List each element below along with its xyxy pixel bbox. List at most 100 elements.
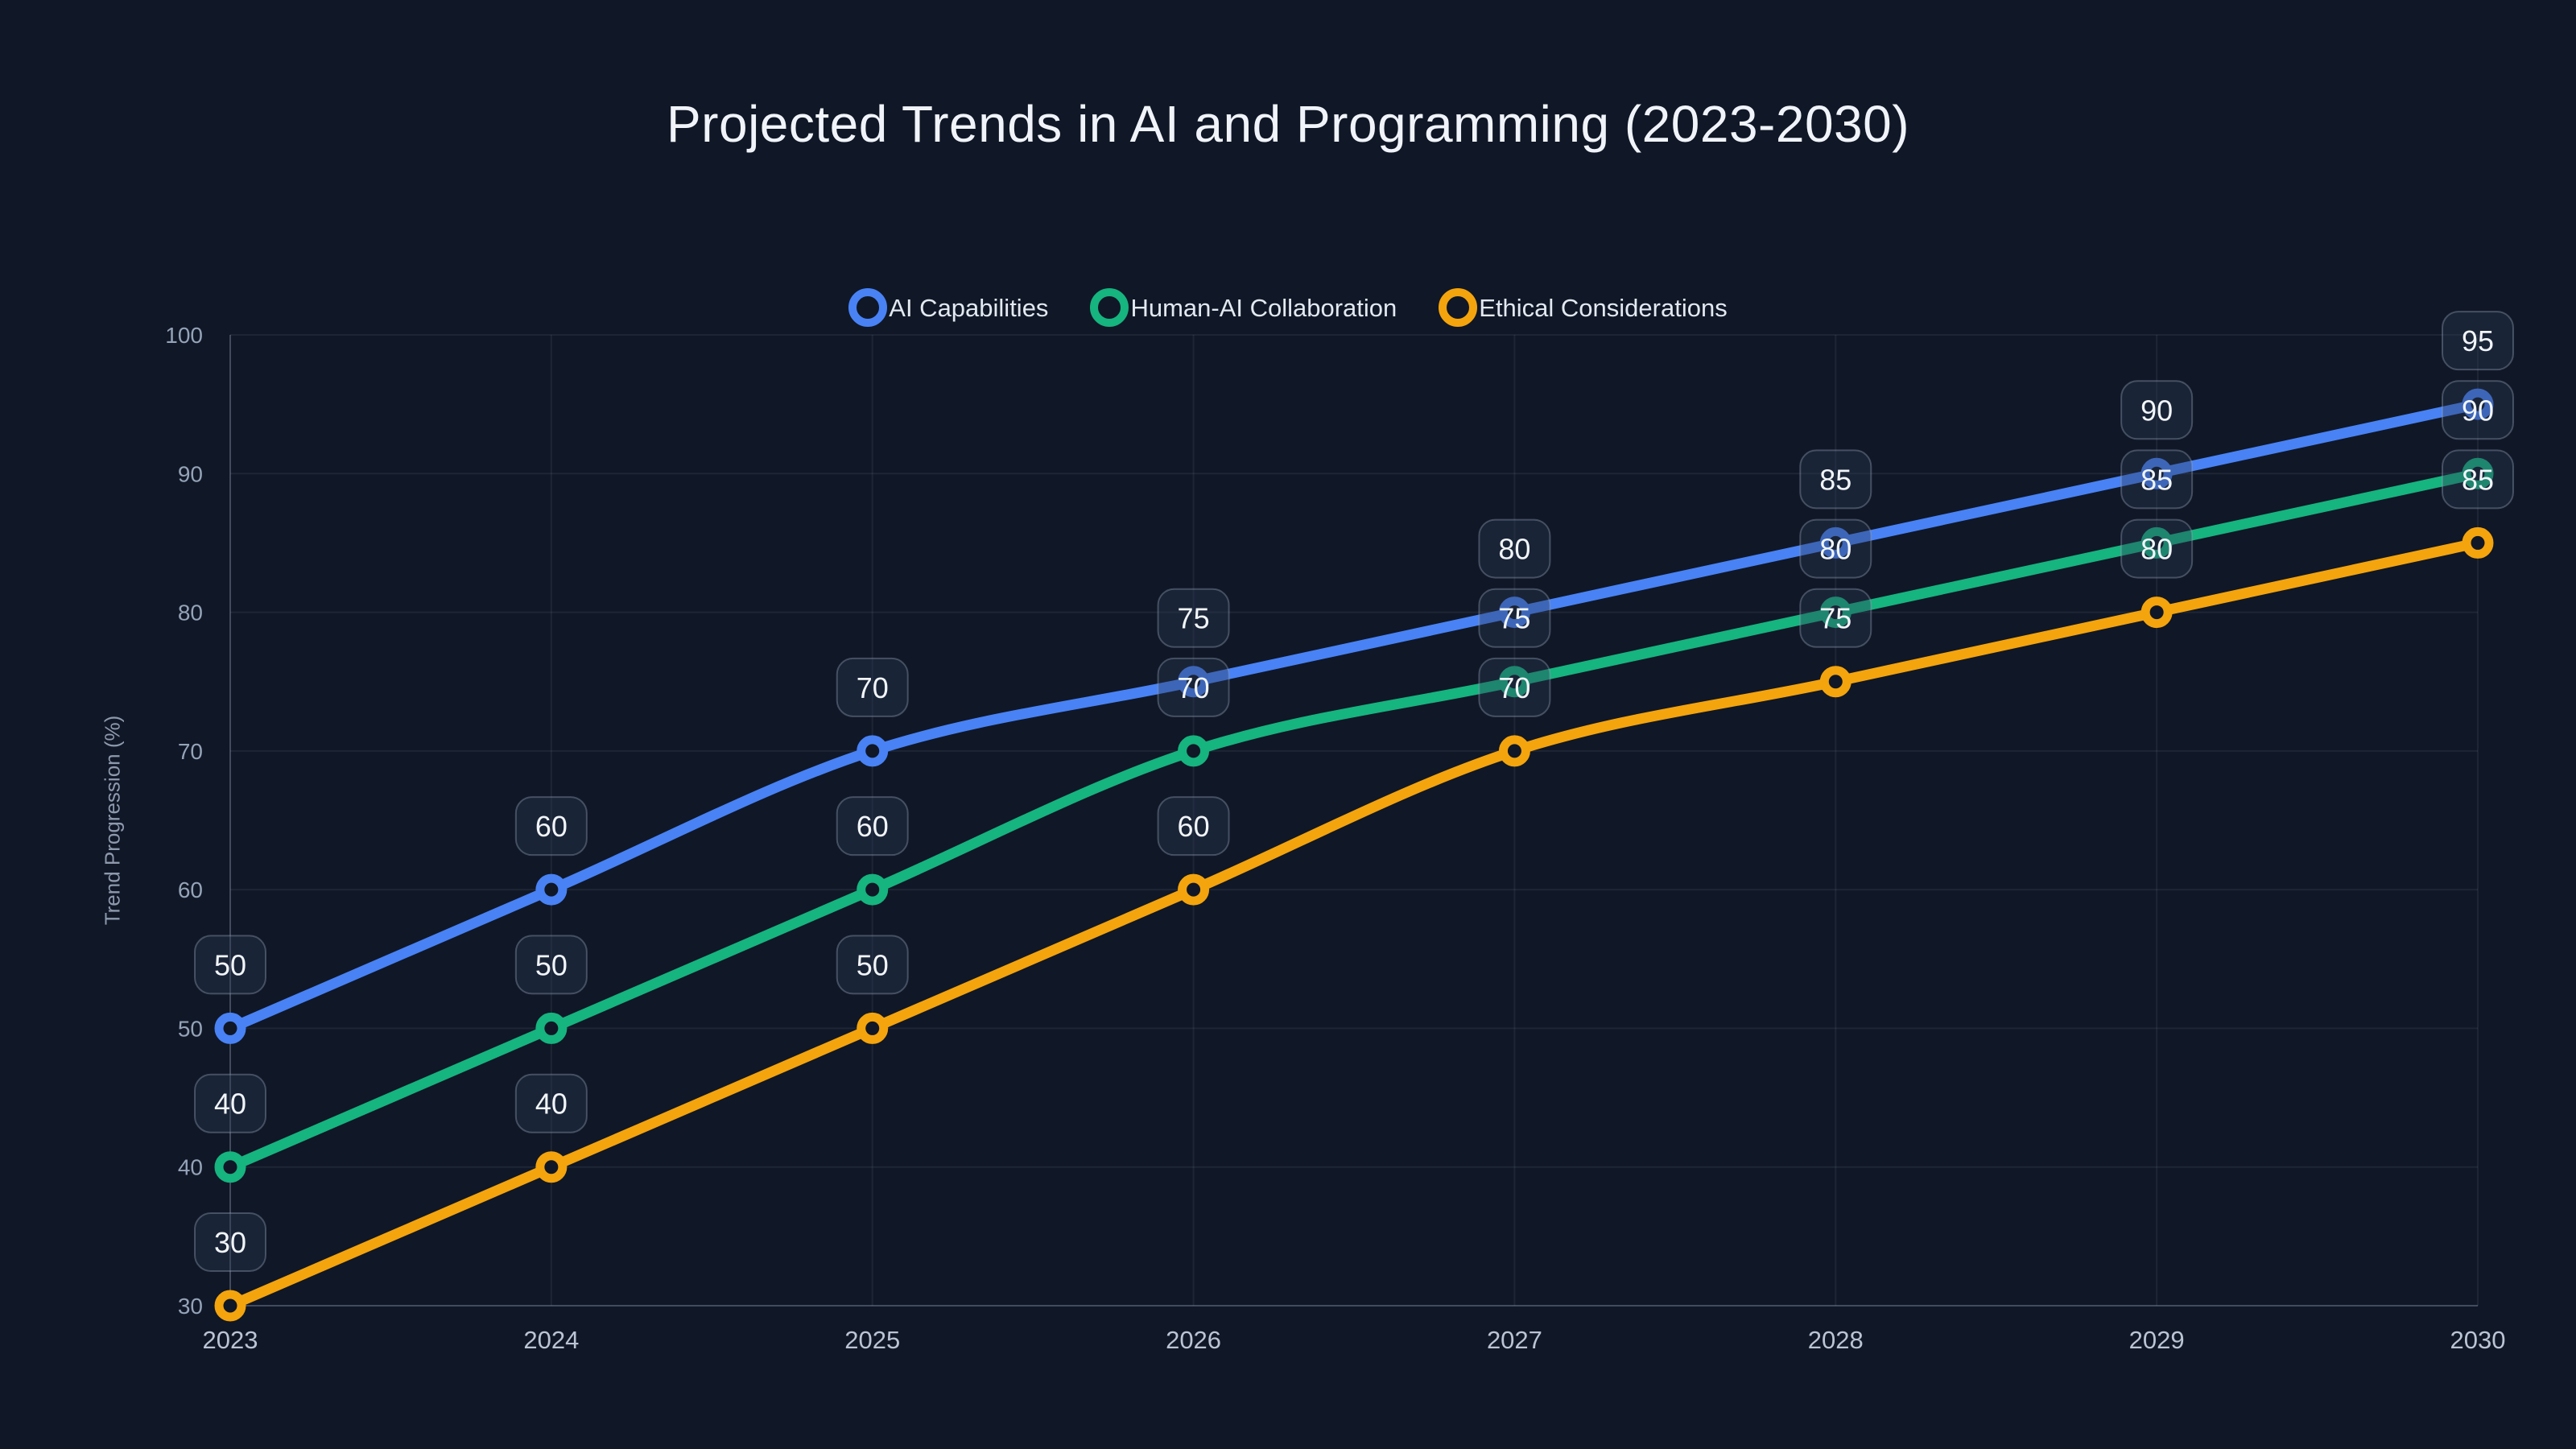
data-label-box bbox=[1799, 518, 1872, 579]
data-label-box bbox=[1157, 588, 1230, 648]
data-label-badge: 30 bbox=[194, 1212, 266, 1272]
data-point-ai-capabilities-2026[interactable] bbox=[1178, 666, 1210, 698]
series-points bbox=[214, 388, 2494, 1322]
data-label-value: 50 bbox=[535, 948, 568, 981]
data-label-box bbox=[836, 796, 909, 857]
y-tick-label: 60 bbox=[178, 877, 203, 902]
y-tick-label: 70 bbox=[178, 739, 203, 764]
axes bbox=[229, 335, 2478, 1307]
data-point-human-ai-collaboration-2026[interactable] bbox=[1178, 735, 1210, 767]
data-label-badge: 75 bbox=[1157, 588, 1230, 648]
data-label-value: 80 bbox=[1498, 533, 1530, 566]
data-label-value: 40 bbox=[535, 1088, 568, 1121]
x-tick-label: 2027 bbox=[1487, 1326, 1542, 1354]
data-point-ethical-considerations-2029[interactable] bbox=[2140, 597, 2173, 629]
data-label-value: 90 bbox=[2462, 394, 2494, 427]
data-label-box bbox=[1799, 449, 1872, 510]
data-point-ethical-considerations-2028[interactable] bbox=[1819, 666, 1852, 698]
series-lines bbox=[225, 398, 2483, 1311]
data-label-badge: 85 bbox=[1799, 449, 1872, 510]
data-label-value: 70 bbox=[1498, 671, 1530, 704]
data-point-ethical-considerations-2027[interactable] bbox=[1498, 735, 1530, 767]
data-point-ethical-considerations-2025[interactable] bbox=[857, 1012, 889, 1044]
data-point-ethical-considerations-2030[interactable] bbox=[2462, 526, 2494, 559]
data-label-badge: 50 bbox=[514, 935, 588, 995]
legend-item-label: AI Capabilities bbox=[889, 293, 1049, 322]
data-point-human-ai-collaboration-2025[interactable] bbox=[857, 873, 889, 906]
data-label-value: 85 bbox=[2462, 463, 2494, 496]
legend-item-label: Ethical Considerations bbox=[1479, 293, 1728, 322]
data-label-box bbox=[194, 1073, 266, 1133]
data-label-box bbox=[2120, 380, 2194, 440]
data-label-box bbox=[514, 935, 588, 995]
x-tick-label: 2023 bbox=[203, 1326, 258, 1354]
data-label-value: 70 bbox=[857, 671, 889, 704]
data-point-human-ai-collaboration-2028[interactable] bbox=[1819, 597, 1852, 629]
legend-item-ai-capabilities[interactable]: AI Capabilities bbox=[848, 288, 1048, 327]
data-point-human-ai-collaboration-2030[interactable] bbox=[2462, 457, 2494, 489]
data-label-badge: 90 bbox=[2442, 380, 2514, 440]
legend-item-label: Human-AI Collaboration bbox=[1130, 293, 1397, 322]
data-point-human-ai-collaboration-2024[interactable] bbox=[535, 1012, 568, 1044]
data-label-value: 50 bbox=[214, 948, 246, 981]
data-label-box bbox=[1157, 796, 1230, 857]
data-label-box bbox=[2442, 449, 2514, 510]
data-label-badge: 70 bbox=[836, 657, 909, 717]
data-label-badge: 40 bbox=[514, 1073, 588, 1133]
y-tick-label: 90 bbox=[178, 461, 203, 486]
series-line-ethical-considerations bbox=[225, 537, 2483, 1311]
data-label-badge: 40 bbox=[194, 1073, 266, 1133]
data-label-value: 70 bbox=[1178, 671, 1210, 704]
legend-item-ethical-considerations[interactable]: Ethical Considerations bbox=[1439, 288, 1728, 327]
data-label-badge: 50 bbox=[194, 935, 266, 995]
data-point-ethical-considerations-2026[interactable] bbox=[1178, 873, 1210, 906]
data-label-badge: 85 bbox=[2442, 449, 2514, 510]
series-line-human-ai-collaboration bbox=[225, 468, 2483, 1173]
data-label-value: 90 bbox=[2140, 394, 2173, 427]
data-labels: 50 60 70 75 80 85 90 95 40 50 60 70 75 80 85 90 30 40 50 60… bbox=[194, 311, 2514, 1272]
data-point-ai-capabilities-2025[interactable] bbox=[857, 735, 889, 767]
data-label-box bbox=[1157, 657, 1230, 717]
data-label-box bbox=[514, 1073, 588, 1133]
data-label-badge: 80 bbox=[1478, 518, 1551, 579]
data-point-ai-capabilities-2024[interactable] bbox=[535, 873, 568, 906]
data-label-value: 40 bbox=[214, 1088, 246, 1121]
data-point-ai-capabilities-2030[interactable] bbox=[2462, 388, 2494, 420]
data-point-ethical-considerations-2023[interactable] bbox=[214, 1290, 246, 1322]
x-tick-labels: 2023 2024 2025 2026 2027 2028 2029 2030 bbox=[203, 1326, 2506, 1354]
data-label-badge: 80 bbox=[1799, 518, 1872, 579]
data-point-ai-capabilities-2023[interactable] bbox=[214, 1012, 246, 1044]
data-label-value: 95 bbox=[2462, 324, 2494, 357]
data-label-box bbox=[194, 1212, 266, 1272]
data-point-ai-capabilities-2029[interactable] bbox=[2140, 457, 2173, 489]
data-label-box bbox=[836, 935, 909, 995]
data-point-ai-capabilities-2027[interactable] bbox=[1498, 597, 1530, 629]
legend-item-human-ai-collaboration[interactable]: Human-AI Collaboration bbox=[1090, 288, 1397, 327]
data-label-badge: 90 bbox=[2120, 380, 2194, 440]
data-label-badge: 50 bbox=[836, 935, 909, 995]
data-point-human-ai-collaboration-2029[interactable] bbox=[2140, 526, 2173, 559]
data-label-badge: 60 bbox=[514, 796, 588, 857]
legend: AI Capabilities Human-AI Collaboration Eth… bbox=[0, 288, 2576, 327]
legend-marker-icon bbox=[1439, 288, 1478, 327]
data-point-ethical-considerations-2024[interactable] bbox=[535, 1151, 568, 1183]
data-label-box bbox=[836, 657, 909, 717]
data-label-value: 80 bbox=[1819, 533, 1852, 566]
data-point-ai-capabilities-2028[interactable] bbox=[1819, 526, 1852, 559]
data-point-human-ai-collaboration-2023[interactable] bbox=[214, 1151, 246, 1183]
data-point-human-ai-collaboration-2027[interactable] bbox=[1498, 666, 1530, 698]
data-label-value: 80 bbox=[2140, 533, 2173, 566]
series-line-ai-capabilities bbox=[225, 398, 2483, 1034]
data-label-box bbox=[2442, 380, 2514, 440]
data-label-value: 30 bbox=[214, 1226, 246, 1259]
data-label-box bbox=[1478, 657, 1551, 717]
x-tick-label: 2025 bbox=[844, 1326, 900, 1354]
y-tick-label: 50 bbox=[178, 1016, 203, 1041]
data-label-box bbox=[1478, 518, 1551, 579]
chart-title: Projected Trends in AI and Programming (… bbox=[666, 95, 1910, 153]
data-label-badge: 75 bbox=[1799, 588, 1872, 648]
data-label-box bbox=[2442, 311, 2514, 371]
data-label-value: 50 bbox=[857, 948, 889, 981]
